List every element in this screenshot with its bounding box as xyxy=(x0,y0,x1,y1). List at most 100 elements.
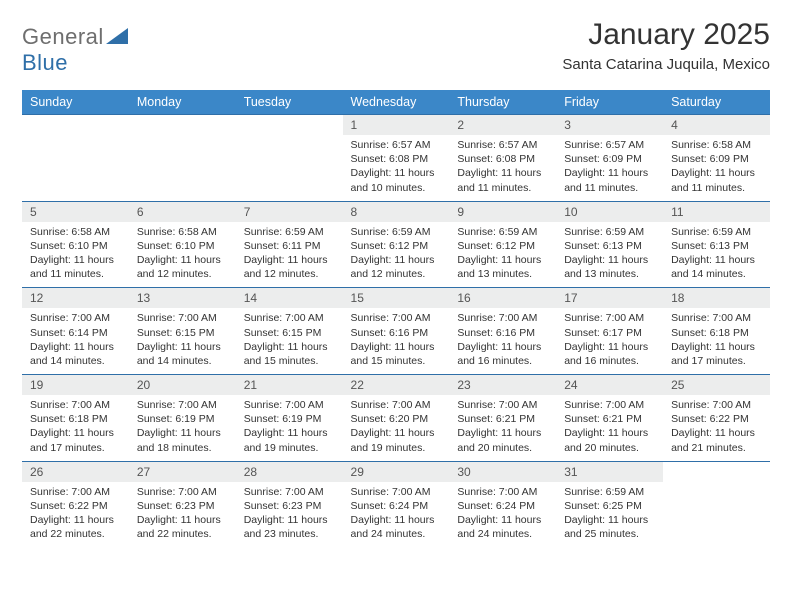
sunset-line: Sunset: 6:23 PM xyxy=(137,499,228,513)
day-number-cell: 21 xyxy=(236,375,343,396)
daylight-line: Daylight: 11 hours and 16 minutes. xyxy=(564,340,655,368)
daylight-line: Daylight: 11 hours and 12 minutes. xyxy=(137,253,228,281)
daylight-line: Daylight: 11 hours and 12 minutes. xyxy=(244,253,335,281)
logo-triangle-icon xyxy=(106,28,128,44)
day-info-cell: Sunrise: 7:00 AMSunset: 6:18 PMDaylight:… xyxy=(22,395,129,461)
logo-text: General Blue xyxy=(22,24,128,76)
sunset-line: Sunset: 6:25 PM xyxy=(564,499,655,513)
sunset-line: Sunset: 6:19 PM xyxy=(244,412,335,426)
location: Santa Catarina Juquila, Mexico xyxy=(562,56,770,73)
day-number-cell: 17 xyxy=(556,288,663,309)
day-number-row: 262728293031 xyxy=(22,461,770,482)
sunrise-line: Sunrise: 6:58 AM xyxy=(137,225,228,239)
daylight-line: Daylight: 11 hours and 25 minutes. xyxy=(564,513,655,541)
daylight-line: Daylight: 11 hours and 24 minutes. xyxy=(457,513,548,541)
day-info-cell: Sunrise: 7:00 AMSunset: 6:17 PMDaylight:… xyxy=(556,308,663,374)
daylight-line: Daylight: 11 hours and 17 minutes. xyxy=(671,340,762,368)
daylight-line: Daylight: 11 hours and 13 minutes. xyxy=(564,253,655,281)
sunset-line: Sunset: 6:15 PM xyxy=(244,326,335,340)
page-title: January 2025 xyxy=(562,18,770,52)
sunrise-line: Sunrise: 6:59 AM xyxy=(244,225,335,239)
header: General Blue January 2025 Santa Catarina… xyxy=(22,18,770,76)
daylight-line: Daylight: 11 hours and 15 minutes. xyxy=(351,340,442,368)
weekday-header: Wednesday xyxy=(343,90,450,115)
day-number-cell: 4 xyxy=(663,115,770,136)
sunset-line: Sunset: 6:24 PM xyxy=(457,499,548,513)
daylight-line: Daylight: 11 hours and 11 minutes. xyxy=(457,166,548,194)
day-number-cell: 28 xyxy=(236,461,343,482)
sunrise-line: Sunrise: 7:00 AM xyxy=(244,311,335,325)
sunset-line: Sunset: 6:24 PM xyxy=(351,499,442,513)
day-info-cell xyxy=(22,135,129,201)
day-info-cell: Sunrise: 7:00 AMSunset: 6:14 PMDaylight:… xyxy=(22,308,129,374)
daylight-line: Daylight: 11 hours and 11 minutes. xyxy=(671,166,762,194)
day-info-cell: Sunrise: 6:58 AMSunset: 6:10 PMDaylight:… xyxy=(129,222,236,288)
logo: General Blue xyxy=(22,18,128,76)
day-info-cell: Sunrise: 7:00 AMSunset: 6:18 PMDaylight:… xyxy=(663,308,770,374)
sunset-line: Sunset: 6:12 PM xyxy=(351,239,442,253)
sunrise-line: Sunrise: 7:00 AM xyxy=(137,485,228,499)
sunset-line: Sunset: 6:08 PM xyxy=(457,152,548,166)
sunrise-line: Sunrise: 7:00 AM xyxy=(30,398,121,412)
day-info-cell: Sunrise: 7:00 AMSunset: 6:20 PMDaylight:… xyxy=(343,395,450,461)
day-info-cell xyxy=(236,135,343,201)
day-info-cell: Sunrise: 6:57 AMSunset: 6:09 PMDaylight:… xyxy=(556,135,663,201)
daylight-line: Daylight: 11 hours and 19 minutes. xyxy=(244,426,335,454)
daylight-line: Daylight: 11 hours and 12 minutes. xyxy=(351,253,442,281)
sunrise-line: Sunrise: 7:00 AM xyxy=(351,398,442,412)
sunrise-line: Sunrise: 7:00 AM xyxy=(137,398,228,412)
weekday-header: Sunday xyxy=(22,90,129,115)
daylight-line: Daylight: 11 hours and 13 minutes. xyxy=(457,253,548,281)
day-info-cell: Sunrise: 6:59 AMSunset: 6:12 PMDaylight:… xyxy=(449,222,556,288)
day-info-cell: Sunrise: 7:00 AMSunset: 6:21 PMDaylight:… xyxy=(556,395,663,461)
daylight-line: Daylight: 11 hours and 14 minutes. xyxy=(137,340,228,368)
daylight-line: Daylight: 11 hours and 21 minutes. xyxy=(671,426,762,454)
sunrise-line: Sunrise: 7:00 AM xyxy=(564,398,655,412)
title-block: January 2025 Santa Catarina Juquila, Mex… xyxy=(562,18,770,73)
day-number-cell: 16 xyxy=(449,288,556,309)
sunrise-line: Sunrise: 6:58 AM xyxy=(671,138,762,152)
day-info-cell: Sunrise: 7:00 AMSunset: 6:23 PMDaylight:… xyxy=(129,482,236,548)
day-number-row: 19202122232425 xyxy=(22,375,770,396)
daylight-line: Daylight: 11 hours and 17 minutes. xyxy=(30,426,121,454)
day-number-cell: 18 xyxy=(663,288,770,309)
sunrise-line: Sunrise: 7:00 AM xyxy=(30,485,121,499)
sunset-line: Sunset: 6:20 PM xyxy=(351,412,442,426)
day-number-cell: 7 xyxy=(236,201,343,222)
sunrise-line: Sunrise: 6:59 AM xyxy=(564,225,655,239)
day-number-cell: 11 xyxy=(663,201,770,222)
day-number-cell: 13 xyxy=(129,288,236,309)
day-number-cell: 20 xyxy=(129,375,236,396)
daylight-line: Daylight: 11 hours and 11 minutes. xyxy=(564,166,655,194)
day-number-cell: 10 xyxy=(556,201,663,222)
day-info-cell: Sunrise: 6:59 AMSunset: 6:11 PMDaylight:… xyxy=(236,222,343,288)
sunset-line: Sunset: 6:23 PM xyxy=(244,499,335,513)
day-number-cell: 12 xyxy=(22,288,129,309)
day-number-row: 12131415161718 xyxy=(22,288,770,309)
sunrise-line: Sunrise: 6:57 AM xyxy=(457,138,548,152)
day-number-cell: 19 xyxy=(22,375,129,396)
day-number-cell: 1 xyxy=(343,115,450,136)
day-number-row: 1234 xyxy=(22,115,770,136)
sunrise-line: Sunrise: 6:59 AM xyxy=(351,225,442,239)
logo-part2: Blue xyxy=(22,50,68,75)
day-info-row: Sunrise: 7:00 AMSunset: 6:14 PMDaylight:… xyxy=(22,308,770,374)
sunset-line: Sunset: 6:15 PM xyxy=(137,326,228,340)
day-info-cell: Sunrise: 7:00 AMSunset: 6:16 PMDaylight:… xyxy=(449,308,556,374)
sunrise-line: Sunrise: 7:00 AM xyxy=(30,311,121,325)
sunset-line: Sunset: 6:11 PM xyxy=(244,239,335,253)
day-info-row: Sunrise: 6:58 AMSunset: 6:10 PMDaylight:… xyxy=(22,222,770,288)
sunrise-line: Sunrise: 6:58 AM xyxy=(30,225,121,239)
sunrise-line: Sunrise: 7:00 AM xyxy=(457,398,548,412)
sunset-line: Sunset: 6:14 PM xyxy=(30,326,121,340)
sunset-line: Sunset: 6:18 PM xyxy=(671,326,762,340)
day-number-cell: 8 xyxy=(343,201,450,222)
weekday-header-row: SundayMondayTuesdayWednesdayThursdayFrid… xyxy=(22,90,770,115)
day-number-cell xyxy=(22,115,129,136)
day-info-cell: Sunrise: 6:58 AMSunset: 6:09 PMDaylight:… xyxy=(663,135,770,201)
sunset-line: Sunset: 6:09 PM xyxy=(564,152,655,166)
sunrise-line: Sunrise: 7:00 AM xyxy=(351,485,442,499)
sunset-line: Sunset: 6:13 PM xyxy=(564,239,655,253)
day-number-cell xyxy=(129,115,236,136)
weekday-header: Thursday xyxy=(449,90,556,115)
